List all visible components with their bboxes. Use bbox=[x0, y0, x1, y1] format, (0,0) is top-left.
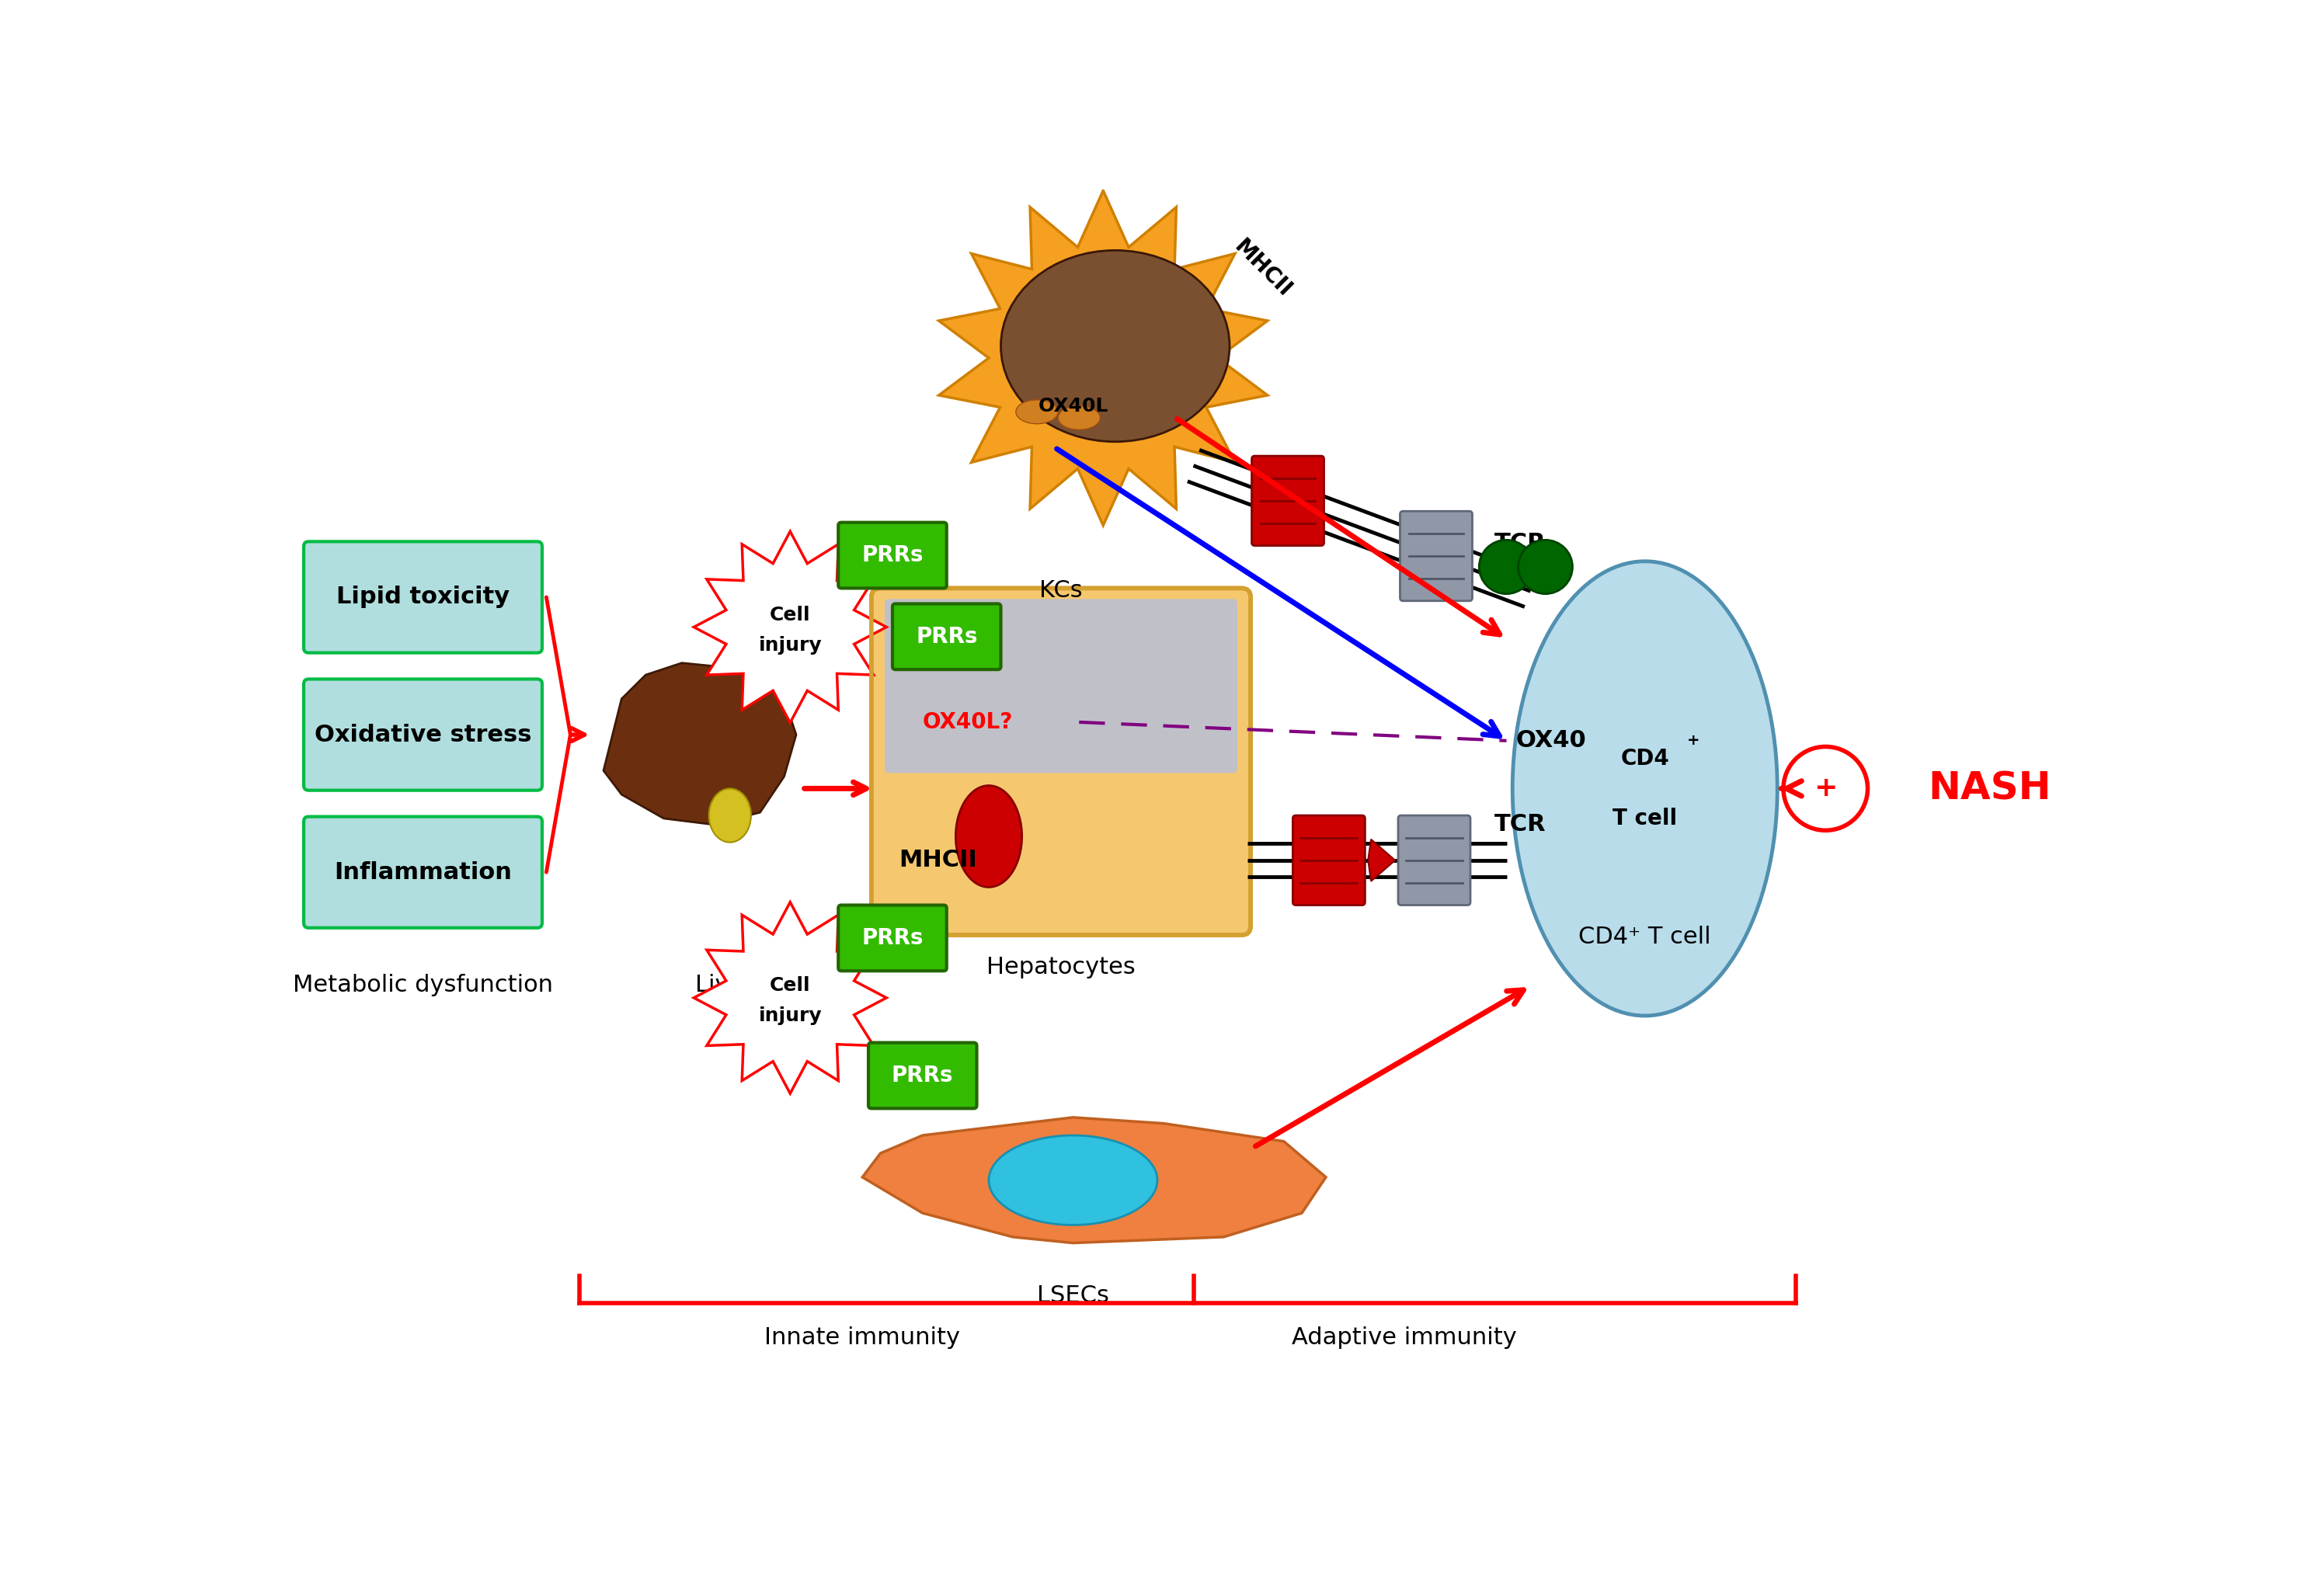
Text: MHCII: MHCII bbox=[899, 849, 976, 871]
Circle shape bbox=[1783, 746, 1868, 830]
Text: Adaptive immunity: Adaptive immunity bbox=[1292, 1327, 1518, 1349]
Text: PRRs: PRRs bbox=[916, 626, 978, 647]
Text: Oxidative stress: Oxidative stress bbox=[314, 723, 532, 746]
FancyBboxPatch shape bbox=[1399, 816, 1471, 906]
Text: TCR: TCR bbox=[1494, 813, 1545, 836]
FancyBboxPatch shape bbox=[304, 679, 541, 791]
Polygon shape bbox=[604, 663, 797, 824]
Text: LSECs: LSECs bbox=[1037, 1284, 1109, 1307]
Ellipse shape bbox=[1016, 399, 1057, 424]
FancyBboxPatch shape bbox=[304, 817, 541, 928]
Text: T cell: T cell bbox=[1613, 808, 1678, 830]
Ellipse shape bbox=[955, 786, 1023, 887]
Text: Cell: Cell bbox=[769, 977, 811, 996]
FancyBboxPatch shape bbox=[885, 600, 1236, 773]
Text: OX40: OX40 bbox=[1515, 729, 1585, 753]
Ellipse shape bbox=[988, 1135, 1157, 1225]
Ellipse shape bbox=[1513, 562, 1778, 1016]
Text: TCR: TCR bbox=[1494, 532, 1545, 554]
Text: Cell: Cell bbox=[769, 606, 811, 625]
Text: NASH: NASH bbox=[1929, 770, 2052, 808]
FancyBboxPatch shape bbox=[892, 604, 1002, 669]
FancyBboxPatch shape bbox=[839, 906, 946, 970]
FancyBboxPatch shape bbox=[1292, 816, 1364, 906]
Text: KCs: KCs bbox=[1039, 579, 1083, 601]
Circle shape bbox=[1518, 540, 1573, 593]
Text: CD4⁺ T cell: CD4⁺ T cell bbox=[1578, 926, 1710, 948]
Text: OX40L: OX40L bbox=[1039, 396, 1109, 415]
FancyBboxPatch shape bbox=[1253, 456, 1325, 546]
Text: Metabolic dysfunction: Metabolic dysfunction bbox=[293, 974, 553, 996]
FancyBboxPatch shape bbox=[1399, 511, 1473, 601]
Text: CD4: CD4 bbox=[1620, 748, 1669, 770]
Circle shape bbox=[1478, 540, 1534, 593]
Polygon shape bbox=[939, 191, 1267, 525]
Text: PRRs: PRRs bbox=[862, 928, 923, 948]
Text: +: + bbox=[1687, 734, 1699, 748]
Text: Lipid toxicity: Lipid toxicity bbox=[337, 585, 509, 609]
Text: PRRs: PRRs bbox=[862, 544, 923, 567]
Ellipse shape bbox=[709, 789, 751, 843]
Text: Liver: Liver bbox=[695, 974, 753, 996]
Text: Innate immunity: Innate immunity bbox=[765, 1327, 960, 1349]
Text: injury: injury bbox=[758, 1007, 823, 1026]
Text: OX40L?: OX40L? bbox=[923, 712, 1013, 734]
FancyBboxPatch shape bbox=[872, 589, 1250, 936]
FancyBboxPatch shape bbox=[869, 1043, 976, 1108]
FancyBboxPatch shape bbox=[839, 522, 946, 589]
Polygon shape bbox=[1369, 839, 1394, 881]
Text: +: + bbox=[1813, 775, 1838, 802]
FancyBboxPatch shape bbox=[304, 541, 541, 653]
Text: injury: injury bbox=[758, 636, 823, 655]
Ellipse shape bbox=[1002, 251, 1229, 442]
Polygon shape bbox=[695, 903, 885, 1094]
Text: PRRs: PRRs bbox=[892, 1065, 953, 1086]
Text: MHCII: MHCII bbox=[1229, 235, 1294, 301]
Ellipse shape bbox=[1057, 406, 1099, 429]
Text: Hepatocytes: Hepatocytes bbox=[988, 956, 1136, 978]
Polygon shape bbox=[862, 1117, 1327, 1243]
Polygon shape bbox=[695, 532, 885, 723]
Text: Inflammation: Inflammation bbox=[335, 862, 511, 884]
